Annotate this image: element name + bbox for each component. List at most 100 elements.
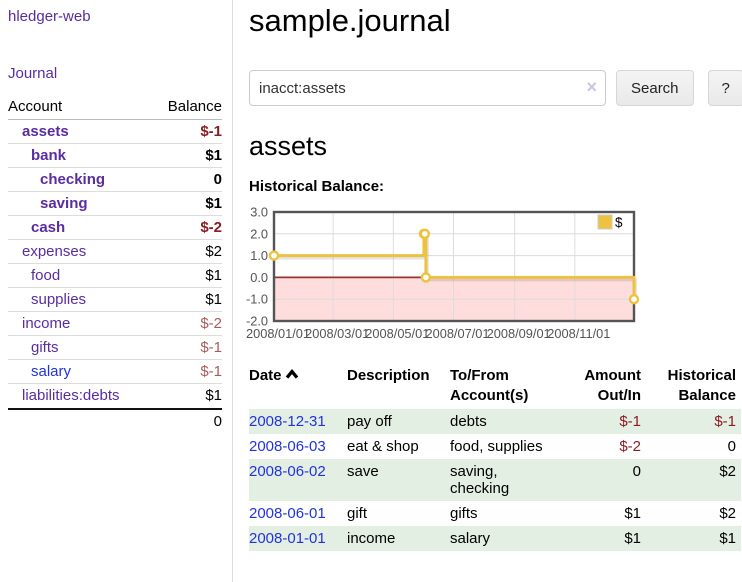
- account-row: saving $1: [8, 192, 222, 216]
- account-row: liabilities:debts $1: [8, 384, 222, 408]
- sidebar-account-checking[interactable]: checking: [40, 171, 106, 188]
- sidebar-account-supplies[interactable]: supplies: [31, 291, 87, 308]
- sidebar-item-journal[interactable]: Journal: [8, 65, 58, 82]
- accounts-total-value: 0: [213, 413, 222, 430]
- account-row: salary $-1: [8, 360, 222, 384]
- transaction-date-link[interactable]: 2008-01-01: [249, 530, 326, 547]
- sidebar-account-food[interactable]: food: [31, 267, 61, 284]
- column-header-to-from-account-s-[interactable]: To/From Account(s): [450, 364, 562, 409]
- transaction-date-link[interactable]: 2008-06-02: [249, 463, 326, 480]
- search-input[interactable]: [249, 70, 606, 106]
- account-row: cash $-2: [8, 216, 222, 240]
- transaction-accounts: saving, checking: [450, 463, 510, 497]
- table-row: 2008-01-01 income salary $1 $1: [249, 526, 741, 551]
- transaction-balance: $2: [719, 463, 736, 480]
- transaction-amount: $-1: [619, 413, 641, 430]
- sidebar-account-income[interactable]: income: [22, 315, 71, 332]
- sidebar: hledger-web Journal Account Balance asse…: [0, 0, 233, 582]
- sidebar-account-saving[interactable]: saving: [40, 195, 88, 212]
- balance-column-header: Balance: [167, 98, 222, 115]
- x-tick-label: 2008/11/01: [547, 326, 610, 341]
- transaction-amount: $1: [624, 505, 641, 522]
- x-tick-label: 2008/05/01: [365, 326, 429, 341]
- search-button[interactable]: Search: [616, 70, 694, 106]
- transaction-accounts: gifts: [450, 505, 478, 522]
- transaction-description: eat & shop: [347, 438, 419, 455]
- sidebar-account-salary[interactable]: salary: [31, 363, 72, 380]
- account-balance: $-1: [200, 123, 222, 140]
- transaction-accounts: food, supplies: [450, 438, 543, 455]
- transaction-date-link[interactable]: 2008-06-03: [249, 438, 326, 455]
- account-balance: $1: [205, 267, 222, 284]
- clear-search-icon[interactable]: ×: [586, 77, 597, 97]
- account-column-header: Account: [8, 98, 63, 115]
- transaction-accounts: salary: [450, 530, 491, 547]
- sidebar-account-liabilities-debts[interactable]: liabilities:debts: [22, 387, 120, 404]
- account-balance: $1: [205, 291, 222, 308]
- sidebar-account-bank[interactable]: bank: [31, 147, 67, 164]
- data-point-marker: [420, 272, 432, 283]
- account-page-title: assets: [249, 131, 328, 161]
- transaction-amount: 0: [632, 463, 641, 480]
- account-row: gifts $-1: [8, 336, 222, 360]
- app-brand-link[interactable]: hledger-web: [8, 8, 91, 25]
- main-content: sample.journal × Search ? assets Histori…: [246, 0, 742, 582]
- chart-svg: $3.0 2.0 1.0 0.0 -1.0 -2.02008/01/012008/03/0…: [246, 205, 640, 341]
- accounts-table-header: Account Balance: [8, 96, 222, 120]
- transaction-date-link[interactable]: 2008-12-31: [249, 413, 326, 430]
- sidebar-account-assets[interactable]: assets: [22, 123, 69, 140]
- column-header-label: To/From Account(s): [450, 367, 529, 404]
- column-header-label: Date: [249, 367, 282, 384]
- y-tick-label: -2.0: [246, 314, 268, 329]
- table-row: 2008-06-02 save saving, checking 0 $2: [249, 459, 741, 501]
- data-point-marker: [419, 228, 431, 239]
- account-row: food $1: [8, 264, 222, 288]
- register-body: 2008-12-31 pay off debts $-1 $-1 2008-06-03 ea…: [249, 409, 741, 551]
- historical-balance-chart: $3.0 2.0 1.0 0.0 -1.0 -2.0 2008/01/01 2008/03/0…: [246, 203, 742, 351]
- sidebar-account-cash[interactable]: cash: [31, 219, 66, 236]
- transaction-description: save: [347, 463, 379, 480]
- y-tick-label: 2.0: [250, 226, 268, 241]
- x-tick-label: 2008/01/01: [246, 326, 310, 341]
- transaction-date-link[interactable]: 2008-06-01: [249, 505, 326, 522]
- column-header-date[interactable]: Date: [249, 364, 347, 409]
- y-tick-label: 3.0: [250, 205, 268, 220]
- transaction-description: pay off: [347, 413, 392, 430]
- x-tick-label: 2008/03/01: [305, 326, 369, 341]
- transaction-balance: 0: [727, 438, 736, 455]
- transaction-description: income: [347, 530, 396, 547]
- account-balance: $1: [205, 147, 222, 164]
- account-row: bank $1: [8, 144, 222, 168]
- page-title: sample.journal: [249, 3, 451, 38]
- transaction-balance: $-1: [714, 413, 736, 430]
- y-tick-label: 1.0: [250, 248, 268, 263]
- transaction-balance: $1: [719, 530, 736, 547]
- account-balance: $1: [205, 387, 222, 404]
- chart-label: Historical Balance:: [249, 178, 385, 195]
- account-balance: $-1: [200, 363, 222, 380]
- account-balance: $2: [205, 243, 222, 260]
- register-header-row: Date Description To/From Account(s) Amount …: [249, 364, 741, 409]
- column-header-amount-out-in[interactable]: Amount Out/In: [562, 364, 646, 409]
- account-row: income $-2: [8, 312, 222, 336]
- x-tick-label: 2008/07/01: [425, 326, 489, 341]
- account-row: supplies $1: [8, 288, 222, 312]
- transaction-amount: $1: [624, 530, 641, 547]
- y-tick-label: -1.0: [246, 292, 268, 307]
- transaction-balance: $2: [719, 505, 736, 522]
- account-balance: $-2: [200, 219, 222, 236]
- column-header-description[interactable]: Description: [347, 364, 450, 409]
- sidebar-account-gifts[interactable]: gifts: [31, 339, 59, 356]
- sidebar-account-expenses[interactable]: expenses: [22, 243, 87, 260]
- column-header-label: Historical Balance: [667, 367, 736, 404]
- account-balance: $1: [205, 195, 222, 212]
- transaction-amount: $-2: [619, 438, 641, 455]
- column-header-historical-balance[interactable]: Historical Balance: [646, 364, 741, 409]
- search-input-wrap: ×: [249, 70, 606, 106]
- account-row: checking 0: [8, 168, 222, 192]
- search-help-button[interactable]: ?: [707, 70, 742, 106]
- table-row: 2008-06-01 gift gifts $1 $2: [249, 501, 741, 526]
- legend-swatch: [597, 214, 613, 230]
- search-form: × Search ?: [249, 70, 742, 106]
- sort-ascending-icon: [285, 369, 298, 379]
